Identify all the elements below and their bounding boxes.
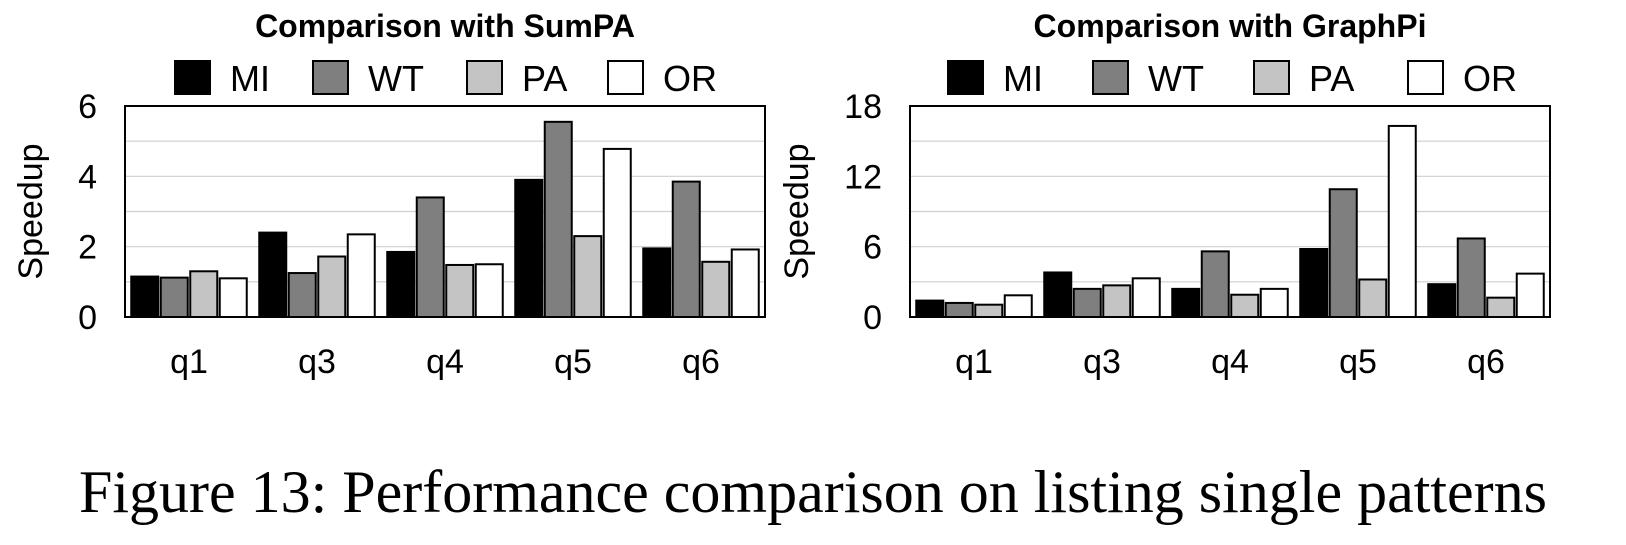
bar-or-q3 [346, 233, 376, 319]
x-tick-label: q4 [1211, 343, 1249, 381]
bar-pa-q6 [1486, 296, 1516, 318]
y-tick-label: 18 [844, 88, 882, 126]
bar-wt-q3 [1072, 287, 1102, 319]
chart-sumpa: Comparison with SumPA MI WT PA OR q1 q3 q4 q5 q6 0… [12, 8, 766, 381]
bar-mi-q5 [1299, 248, 1329, 318]
x-tick-label: q3 [298, 343, 336, 381]
x-tick-label: q1 [955, 343, 993, 381]
bar-or-q4 [474, 263, 504, 318]
legend-label-or: OR [1463, 58, 1517, 99]
bar-mi-q4 [1171, 287, 1201, 319]
y-tick-label: 0 [78, 299, 97, 337]
bar-pa-q1 [189, 270, 219, 318]
bar-mi-q3 [1043, 271, 1073, 319]
bar-mi-q4 [386, 250, 416, 318]
bar-or-q4 [1259, 287, 1289, 319]
bar-pa-q3 [317, 255, 347, 319]
bar-wt-q5 [1328, 188, 1358, 319]
bar-pa-q1 [974, 303, 1004, 319]
bar-pa-q5 [573, 235, 603, 318]
y-tick-label: 12 [844, 158, 882, 196]
bar-or-q6 [730, 248, 760, 318]
bar-or-q1 [218, 277, 248, 319]
chart-title: Comparison with SumPA [255, 8, 635, 44]
bar-mi-q3 [258, 231, 288, 319]
chart-title: Comparison with GraphPi [1034, 8, 1427, 44]
bar-wt-q6 [1456, 237, 1486, 318]
bar-or-q6 [1515, 272, 1545, 318]
bar-pa-q4 [445, 263, 475, 319]
legend-swatch-pa [466, 60, 503, 95]
plot-frame [909, 105, 1551, 318]
y-axis-label: Speedup [12, 143, 50, 279]
legend-swatch-wt [312, 60, 349, 95]
legend-label-mi: MI [1003, 58, 1043, 99]
legend-swatch-mi [174, 60, 211, 95]
x-tick-label: q5 [554, 343, 592, 381]
bar-or-q3 [1131, 277, 1161, 319]
bar-pa-q3 [1102, 284, 1132, 319]
x-tick-label: q6 [1467, 343, 1505, 381]
x-tick-label: q5 [1339, 343, 1377, 381]
legend-swatch-or [1407, 60, 1444, 95]
legend-label-pa: PA [522, 58, 567, 99]
bar-or-q5 [602, 147, 632, 318]
y-tick-label: 0 [863, 299, 882, 337]
bar-pa-q5 [1358, 278, 1388, 319]
bar-wt-q4 [1200, 250, 1230, 319]
y-axis-label: Speedup [778, 143, 816, 279]
bar-wt-q5 [543, 120, 573, 318]
x-tick-label: q4 [426, 343, 464, 381]
bar-mi-q5 [514, 178, 544, 318]
legend-label-or: OR [663, 58, 717, 99]
y-tick-label: 6 [863, 229, 882, 267]
x-tick-label: q3 [1083, 343, 1121, 381]
legend-swatch-or [607, 60, 644, 95]
legend-label-mi: MI [230, 58, 270, 99]
bar-wt-q3 [287, 272, 317, 318]
y-tick-label: 2 [78, 229, 97, 267]
legend-swatch-wt [1092, 60, 1129, 95]
bar-wt-q4 [415, 196, 445, 318]
legend-label-wt: WT [1148, 58, 1204, 99]
legend-swatch-pa [1253, 60, 1290, 95]
legend-label-pa: PA [1309, 58, 1354, 99]
bar-mi-q1 [915, 299, 945, 319]
bar-wt-q1 [944, 301, 974, 318]
x-tick-label: q6 [682, 343, 720, 381]
plot-frame [124, 105, 766, 318]
bar-pa-q6 [701, 260, 731, 318]
figure-caption: Figure 13: Performance comparison on lis… [78, 459, 1548, 525]
bar-mi-q6 [1427, 283, 1457, 318]
bar-pa-q4 [1230, 293, 1260, 319]
bar-or-q1 [1003, 294, 1033, 319]
y-tick-label: 4 [78, 158, 97, 196]
bar-wt-q6 [671, 180, 701, 318]
chart-graphpi: Comparison with GraphPi MI WT PA OR q1 q3 q4 q5 q… [778, 8, 1551, 381]
bar-mi-q6 [642, 247, 672, 318]
legend-swatch-mi [947, 60, 984, 95]
legend-label-wt: WT [368, 58, 424, 99]
bar-or-q5 [1387, 124, 1417, 318]
bar-wt-q1 [159, 276, 189, 319]
x-tick-label: q1 [170, 343, 208, 381]
bar-mi-q1 [130, 275, 160, 318]
y-tick-label: 6 [78, 88, 97, 126]
